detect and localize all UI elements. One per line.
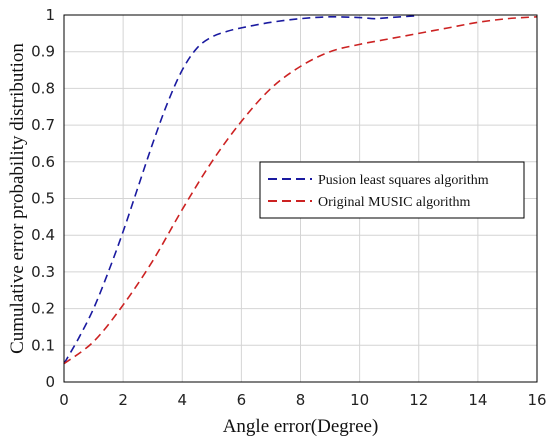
y-tick-label: 0.4 (31, 226, 55, 244)
y-tick-label: 0.7 (31, 116, 55, 134)
series-line-pusion (63, 14, 419, 365)
y-tick-label: 0.6 (31, 153, 55, 171)
x-tick-label: 16 (527, 391, 546, 409)
x-tick-label: 0 (59, 391, 69, 409)
legend-box (259, 161, 525, 219)
y-tick-label: 0.2 (31, 300, 55, 318)
legend-label-pusion: Pusion least squares algorithm (318, 173, 489, 188)
x-tick-label: 10 (350, 391, 369, 409)
legend: Pusion least squares algorithm Original … (259, 161, 525, 219)
y-tick-label: 0.3 (31, 263, 55, 281)
x-tick-label: 4 (177, 391, 187, 409)
x-tick-label: 6 (237, 391, 247, 409)
plot-frame (63, 14, 538, 383)
y-tick-label: 1 (45, 6, 55, 24)
series-line-music (63, 16, 538, 365)
x-tick-label: 2 (118, 391, 128, 409)
x-axis-label: Angle error(Degree) (223, 416, 379, 437)
legend-label-music: Original MUSIC algorithm (318, 195, 471, 210)
grid (63, 14, 538, 383)
y-tick-label: 0.1 (31, 336, 55, 354)
x-tick-label: 14 (468, 391, 487, 409)
y-axis-label: Cumulative error probability distributio… (7, 43, 28, 354)
tick-labels: 0 2 4 6 8 10 12 14 16 0 0.1 0.2 0.3 0.4 0.5 0.6 0.7 0.8 0.… (31, 6, 546, 409)
y-tick-label: 0 (45, 373, 55, 391)
series-group (63, 14, 538, 365)
x-tick-label: 8 (296, 391, 306, 409)
y-tick-label: 0.5 (31, 190, 55, 208)
y-tick-label: 0.8 (31, 79, 55, 97)
y-tick-label: 0.9 (31, 43, 55, 61)
x-tick-label: 12 (409, 391, 428, 409)
